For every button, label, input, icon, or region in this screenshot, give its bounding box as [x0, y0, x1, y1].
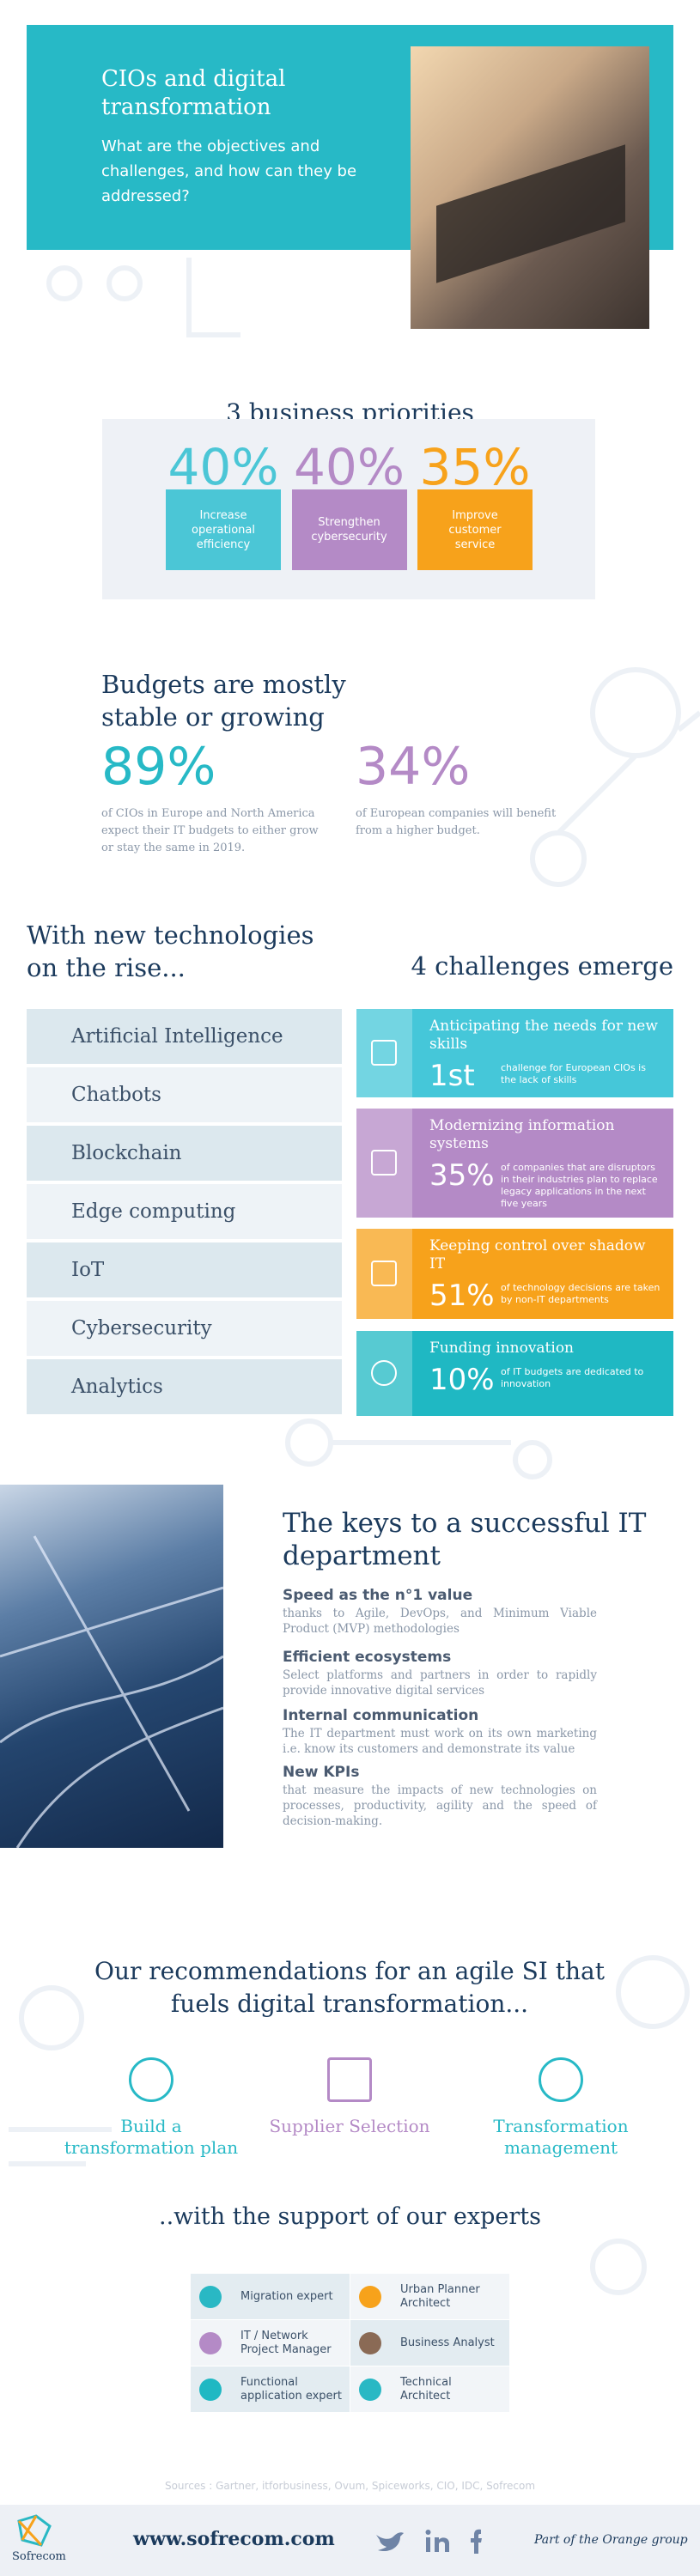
expert-label: Business Analyst: [400, 2336, 495, 2349]
linkedin-icon[interactable]: [425, 2530, 450, 2552]
technology-row: Artificial Intelligence: [27, 1009, 342, 1064]
priority-percent: 35%: [419, 438, 531, 496]
header-subtitle: What are the objectives and challenges, …: [101, 137, 357, 205]
key-title: Speed as the n°1 value: [283, 1587, 473, 1604]
challenge-card: [356, 1331, 673, 1416]
technology-row: Analytics: [27, 1359, 342, 1414]
challenge-figure: 51%: [429, 1279, 495, 1313]
technology-row: Cybersecurity: [27, 1301, 342, 1356]
recommendation-label: Transformation management: [493, 2116, 629, 2158]
challenge-text: of IT budgets are dedicated to innovatio…: [501, 1366, 644, 1389]
challenge-figure: 35%: [429, 1158, 495, 1193]
challenge-icon: [371, 1359, 397, 1386]
technologies-title: With new technologies on the rise...: [27, 920, 314, 982]
key-text: that measure the impacts of new technolo…: [283, 1783, 597, 1828]
sources: Sources : Gartner, itforbusiness, Ovum, …: [164, 2480, 536, 2492]
key-text: The IT department must work on its own m…: [283, 1727, 597, 1756]
priority-card: Increase operational efficiency: [166, 489, 281, 570]
challenge-icon-strip: [356, 1109, 412, 1218]
challenge-text: of companies that are disruptors in thei…: [501, 1162, 658, 1209]
facebook-icon[interactable]: [471, 2529, 482, 2554]
group-tagline: Part of the Orange group: [534, 2533, 688, 2547]
expert-icon: [199, 2332, 222, 2354]
recommendation-icon: [327, 2057, 372, 2102]
keys-title: The keys to a successful IT department: [283, 1508, 647, 1571]
challenge-card: [356, 1109, 673, 1218]
challenge-title: Modernizing information systems: [429, 1117, 615, 1152]
priority-percent: 40%: [294, 438, 405, 496]
challenge-icon-strip: [356, 1009, 412, 1097]
budgets-title: Budgets are mostly stable or growing: [101, 670, 346, 732]
website-url[interactable]: www.sofrecom.com: [133, 2528, 335, 2550]
recommendation-icon: [539, 2057, 583, 2102]
expert-icon: [199, 2286, 222, 2308]
key-text: Select platforms and partners in order t…: [283, 1668, 597, 1698]
laptop-photo: [411, 46, 649, 329]
challenge-card: [356, 1009, 673, 1097]
recommendations-title: Our recommendations for an agile SI that…: [94, 1957, 605, 2018]
challenge-icon: [371, 1149, 397, 1176]
challenge-figure: 1st: [429, 1059, 475, 1093]
priority-percent: 40%: [167, 438, 279, 496]
challenge-icon-strip: [356, 1229, 412, 1319]
light-trails: [0, 1535, 224, 1849]
header-title: CIOs and digital transformation: [101, 66, 286, 120]
experts-title: ..with the support of our experts: [159, 2203, 541, 2230]
expert-label: Technical Architect: [400, 2375, 452, 2403]
challenge-text: of technology decisions are taken by non…: [501, 1282, 660, 1305]
expert-icon: [359, 2286, 381, 2308]
challenge-card: [356, 1229, 673, 1319]
expert-label: Migration expert: [240, 2289, 333, 2303]
challenge-figure: 10%: [429, 1363, 495, 1397]
expert-label: IT / Network Project Manager: [240, 2329, 332, 2356]
challenge-title: Keeping control over shadow IT: [429, 1237, 646, 1273]
recommendation-label: Supplier Selection: [269, 2116, 430, 2136]
challenge-icon: [371, 1039, 397, 1066]
priority-card: Improve customer service: [417, 489, 533, 570]
expert-icon: [359, 2332, 381, 2354]
key-title: Efficient ecosystems: [283, 1649, 452, 1666]
expert-label: Functional application expert: [240, 2375, 342, 2403]
expert-icon: [359, 2379, 381, 2401]
laptop-shape: [436, 144, 625, 283]
challenges-title: 4 challenges emerge: [411, 951, 673, 981]
technology-row: Chatbots: [27, 1067, 342, 1122]
logo-mark: [17, 2514, 52, 2547]
technology-row: Edge computing: [27, 1184, 342, 1239]
budget-text: of European companies will benefit from …: [356, 807, 557, 837]
recommendation-icon: [129, 2057, 173, 2102]
challenge-icon: [371, 1260, 397, 1286]
priority-card: Strengthen cybersecurity: [291, 489, 407, 570]
challenge-text: challenge for European CIOs is the lack …: [501, 1062, 646, 1085]
key-title: Internal communication: [283, 1707, 479, 1724]
key-text: thanks to Agile, DevOps, and Minimum Via…: [283, 1607, 597, 1636]
budget-percent: 89%: [101, 737, 216, 797]
key-title: New KPIs: [283, 1764, 360, 1781]
technology-row: IoT: [27, 1242, 342, 1297]
city-photo: [0, 1485, 224, 1849]
expert-label: Urban Planner Architect: [400, 2282, 480, 2310]
challenge-title: Anticipating the needs for new skills: [429, 1018, 658, 1053]
budget-text: of CIOs in Europe and North America expe…: [101, 807, 319, 854]
technology-row: Blockchain: [27, 1126, 342, 1181]
twitter-icon[interactable]: [376, 2532, 404, 2552]
challenge-title: Funding innovation: [429, 1340, 575, 1357]
recommendation-label: Build a transformation plan: [64, 2116, 239, 2158]
footer-band: [0, 2505, 700, 2576]
logo-text: Sofrecom: [12, 2550, 66, 2563]
budget-percent: 34%: [356, 737, 471, 797]
expert-icon: [199, 2379, 222, 2401]
social-icons: [376, 2529, 482, 2554]
